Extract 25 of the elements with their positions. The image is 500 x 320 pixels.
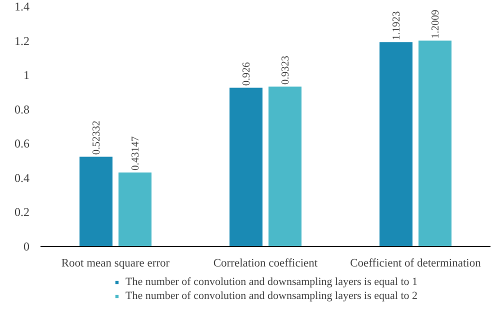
bar bbox=[118, 172, 152, 246]
data-label: 0.926 bbox=[242, 62, 252, 86]
y-tick-label: 0.4 bbox=[14, 170, 30, 185]
data-label: 0.9323 bbox=[280, 56, 292, 85]
legend-label: The number of convolution and downsampling layers is equal to 2 bbox=[125, 290, 418, 302]
y-tick-label: 0.8 bbox=[14, 102, 30, 116]
y-tick-label: 0.6 bbox=[14, 136, 30, 151]
bar bbox=[230, 88, 262, 246]
legend-label: The number of convolution and downsampling layers is equal to 1 bbox=[125, 276, 418, 288]
data-label: 0.43147 bbox=[130, 136, 142, 171]
y-tick-label: 1 bbox=[24, 68, 30, 82]
y-tick-label: 1.2 bbox=[14, 34, 30, 48]
y-tick-label: 0 bbox=[24, 240, 30, 254]
bar bbox=[80, 156, 112, 246]
x-tick-label: Root mean square error bbox=[61, 258, 170, 270]
data-label: 1.1923 bbox=[392, 11, 402, 40]
y-tick-label: 0.2 bbox=[14, 205, 30, 220]
data-label: 1.2009 bbox=[430, 10, 442, 39]
x-tick-label: Correlation coefficient bbox=[213, 258, 318, 270]
bar bbox=[418, 40, 452, 246]
bar bbox=[268, 86, 302, 246]
bar bbox=[380, 42, 412, 246]
y-tick-label: 1.4 bbox=[14, 0, 30, 14]
data-label: 0.52332 bbox=[92, 120, 102, 155]
x-tick-label: Coefficient of determination bbox=[350, 258, 482, 270]
